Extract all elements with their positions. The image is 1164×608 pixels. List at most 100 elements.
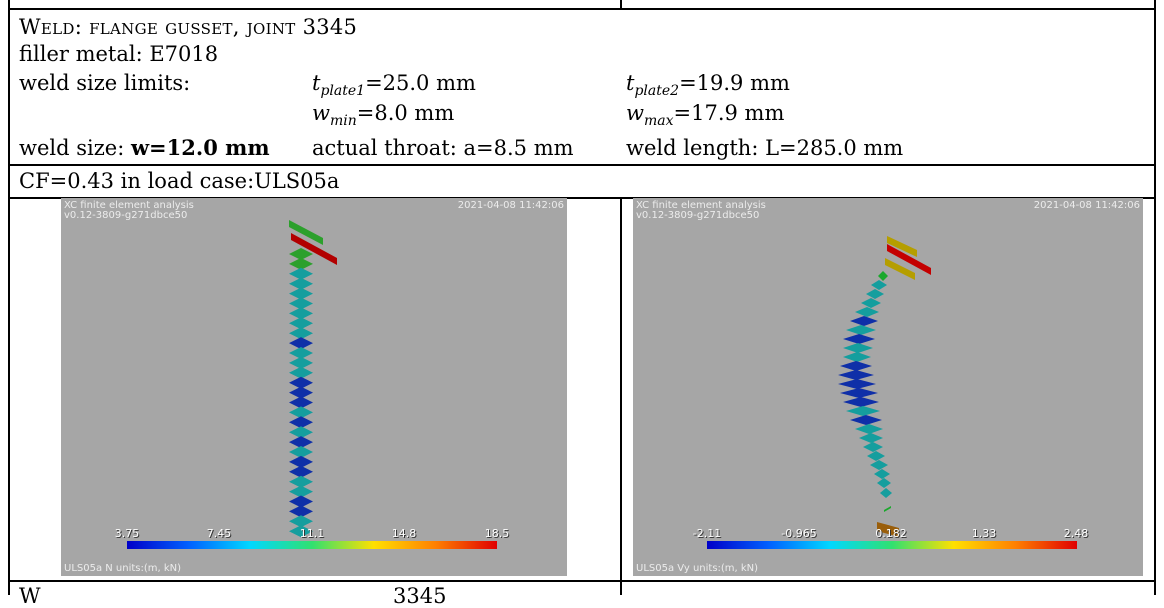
panel-timestamp: 2021-04-08 11:42:06 — [1033, 200, 1140, 211]
weld-element-glyph — [859, 433, 883, 443]
weld-element-glyph — [289, 267, 313, 280]
column-divider-top — [620, 0, 622, 9]
scale-label-1: 7.45 — [206, 527, 232, 540]
weld-element-glyph — [874, 469, 890, 479]
weld-element-glyph — [885, 258, 915, 280]
w-min-symbol: w — [312, 101, 330, 125]
weld-element-glyph — [289, 307, 313, 320]
t-plate1-symbol: t — [312, 71, 321, 95]
fe-plot-axial-force: XC finite element analysis v0.12-3809-g2… — [61, 198, 567, 576]
weld-element-glyph — [289, 436, 313, 449]
weld-element-glyph — [855, 307, 879, 317]
weld-element-glyph — [861, 298, 881, 308]
weld-element-glyph — [838, 370, 874, 380]
weld-element-glyph — [289, 356, 313, 369]
weld-element-glyph — [289, 386, 313, 399]
scale-label-0: 3.75 — [114, 527, 140, 540]
next-row-title-start: W — [19, 584, 41, 608]
t-plate1-subscript: plate1 — [320, 83, 366, 100]
w-min-subscript: min — [329, 113, 357, 130]
weld-element-glyph — [289, 455, 313, 468]
table-rule-after-images — [8, 580, 1156, 582]
weld-element-glyph — [289, 426, 313, 439]
color-scale-bar — [127, 541, 497, 549]
cf-load-case: CF=0.43 in load case:ULS05a — [19, 169, 340, 193]
weld-element-glyph — [840, 361, 872, 371]
weld-element-glyph — [850, 415, 882, 425]
scale-label-4: 2.48 — [1063, 527, 1089, 540]
t-plate1: tplate1=25.0 mm — [312, 71, 476, 103]
scale-label-4: 18.5 — [484, 527, 510, 540]
weld-element-glyph — [289, 248, 313, 260]
table-border-right — [1154, 0, 1156, 595]
panel-footer: ULS05a Vy units:(m, kN) — [636, 563, 759, 574]
weld-element-glyph — [887, 236, 917, 257]
weld-element-glyph — [840, 388, 878, 398]
weld-element-glyph — [870, 460, 888, 470]
panel-header-version: v0.12-3809-g271dbce50 — [64, 210, 188, 221]
column-divider-bottom — [620, 580, 622, 595]
weld-element-glyph — [884, 506, 891, 512]
scale-label-2: 0.182 — [875, 527, 907, 540]
weld-element-glyph — [289, 277, 313, 290]
scale-label-3: 1.33 — [971, 527, 997, 540]
scale-label-3: 14.8 — [391, 527, 417, 540]
weld-element-glyph — [289, 485, 313, 498]
weld-element-glyph — [867, 451, 885, 461]
scale-label-2: 11.1 — [299, 527, 325, 540]
next-row-title-end: 3345 — [393, 584, 447, 608]
weld-element-glyph — [877, 478, 891, 488]
weld-element-glyph — [846, 325, 876, 335]
weld-stress-glyphs — [289, 220, 337, 538]
weld-element-glyph — [877, 522, 899, 537]
weld-element-glyph — [843, 343, 873, 353]
weld-stress-glyphs — [838, 236, 931, 537]
weld-length: weld length: L=285.0 mm — [626, 136, 904, 160]
weld-size-value: w=12.0 mm — [130, 135, 270, 160]
filler-metal: filler metal: E7018 — [19, 42, 219, 66]
w-min-value: =8.0 mm — [356, 101, 455, 125]
weld-element-glyph — [289, 317, 313, 330]
weld-element-glyph — [289, 446, 313, 458]
weld-element-glyph — [289, 327, 313, 340]
weld-element-glyph — [878, 271, 888, 281]
weld-element-glyph — [289, 465, 313, 478]
weld-size-label: weld size: — [19, 136, 131, 160]
weld-element-glyph — [289, 347, 313, 359]
weld-element-glyph — [289, 366, 313, 379]
w-max-symbol: w — [626, 101, 644, 125]
t-plate2-subscript: plate2 — [634, 83, 680, 100]
panel-header-version: v0.12-3809-g271dbce50 — [636, 210, 760, 221]
table-border-left — [8, 0, 10, 595]
weld-element-glyph — [855, 424, 883, 434]
weld-element-glyph — [289, 515, 313, 528]
scale-label-0: -2.11 — [692, 527, 722, 540]
weld-element-glyph — [289, 376, 313, 389]
w-max: wmax=17.9 mm — [626, 101, 784, 133]
t-plate2-symbol: t — [626, 71, 635, 95]
weld-element-glyph — [871, 280, 887, 290]
panel-header-title: XC finite element analysis — [636, 200, 766, 211]
w-max-subscript: max — [643, 113, 674, 130]
w-min: wmin=8.0 mm — [312, 101, 454, 133]
weld-element-glyph — [887, 244, 931, 275]
weld-element-glyph — [289, 287, 313, 300]
t-plate2-value: =19.9 mm — [679, 71, 790, 95]
panel-header-title: XC finite element analysis — [64, 200, 194, 211]
weld-element-glyph — [838, 379, 876, 389]
table-rule-top — [8, 8, 1156, 10]
weld-element-glyph — [289, 297, 313, 310]
t-plate2: tplate2=19.9 mm — [626, 71, 790, 103]
column-divider-images — [620, 198, 622, 580]
weld-element-glyph — [291, 233, 337, 265]
panel-footer: ULS05a N units:(m, kN) — [64, 563, 182, 574]
actual-throat: actual throat: a=8.5 mm — [312, 136, 574, 160]
weld-element-glyph — [846, 406, 880, 416]
fe-plot-shear-force: XC finite element analysis v0.12-3809-g2… — [633, 198, 1143, 576]
weld-element-glyph — [850, 316, 878, 326]
table-rule-after-cf — [8, 197, 1156, 199]
size-limits-label: weld size limits: — [19, 71, 191, 95]
weld-element-glyph — [289, 337, 313, 350]
weld-element-glyph — [843, 397, 879, 407]
weld-element-glyph — [843, 334, 875, 344]
